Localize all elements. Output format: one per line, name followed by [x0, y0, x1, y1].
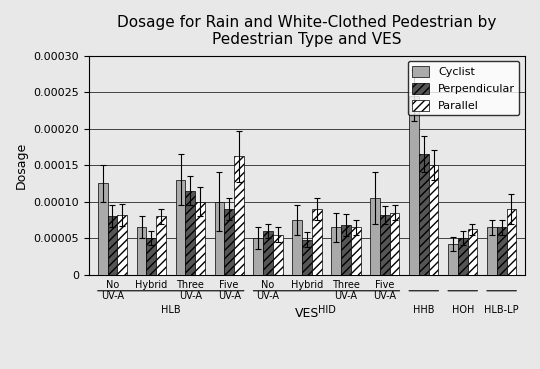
Bar: [419, 154, 429, 275]
Text: HHB: HHB: [413, 306, 435, 315]
Bar: [253, 238, 263, 275]
Bar: [234, 156, 244, 275]
Y-axis label: Dosage: Dosage: [15, 141, 28, 189]
Bar: [146, 238, 156, 275]
Bar: [487, 227, 497, 275]
Text: HID: HID: [318, 306, 335, 315]
Bar: [507, 209, 516, 275]
Bar: [448, 244, 458, 275]
Bar: [370, 198, 380, 275]
Bar: [458, 238, 468, 275]
Bar: [341, 225, 351, 275]
Legend: Cyclist, Perpendicular, Parallel: Cyclist, Perpendicular, Parallel: [408, 61, 519, 115]
X-axis label: VES: VES: [295, 307, 319, 320]
Bar: [468, 230, 477, 275]
Bar: [273, 235, 282, 275]
Bar: [380, 215, 390, 275]
Bar: [263, 231, 273, 275]
Text: HLB: HLB: [161, 306, 180, 315]
Bar: [214, 201, 224, 275]
Bar: [390, 213, 400, 275]
Bar: [497, 227, 507, 275]
Bar: [224, 209, 234, 275]
Bar: [409, 96, 419, 275]
Title: Dosage for Rain and White-Clothed Pedestrian by
Pedestrian Type and VES: Dosage for Rain and White-Clothed Pedest…: [117, 15, 497, 47]
Bar: [429, 165, 438, 275]
Bar: [156, 216, 166, 275]
Bar: [137, 227, 146, 275]
Bar: [302, 239, 312, 275]
Bar: [176, 180, 185, 275]
Bar: [312, 209, 322, 275]
Bar: [107, 216, 117, 275]
Text: HLB-LP: HLB-LP: [484, 306, 519, 315]
Bar: [98, 183, 107, 275]
Bar: [185, 191, 195, 275]
Bar: [332, 227, 341, 275]
Bar: [293, 220, 302, 275]
Bar: [117, 215, 127, 275]
Text: HOH: HOH: [451, 306, 474, 315]
Bar: [195, 201, 205, 275]
Bar: [351, 227, 361, 275]
